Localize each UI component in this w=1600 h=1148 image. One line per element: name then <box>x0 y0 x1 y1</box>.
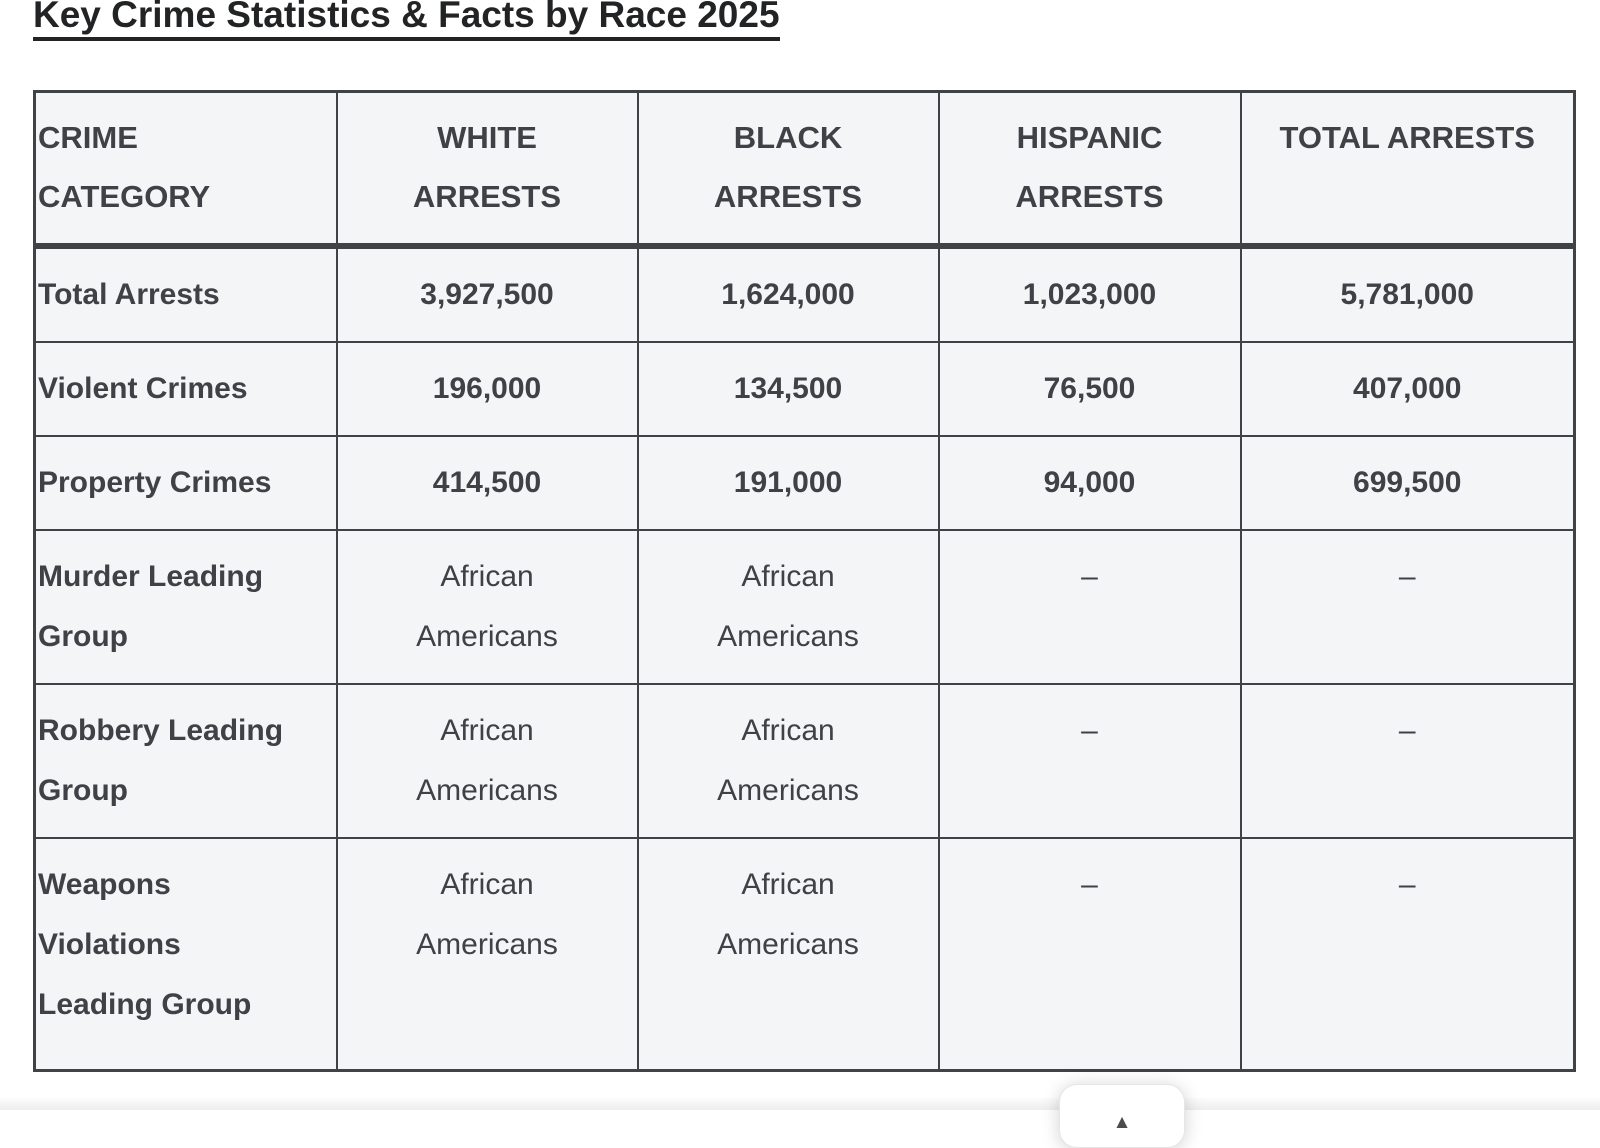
hispanic-arrests-cell: – <box>937 528 1242 685</box>
column-header-crime-category: CRIME CATEGORY <box>33 90 338 249</box>
white-arrests-cell: African Americans <box>335 528 639 685</box>
total-arrests-cell: 5,781,000 <box>1239 244 1576 343</box>
white-arrests-cell: African Americans <box>335 836 639 1072</box>
white-arrests-cell: 196,000 <box>335 340 639 437</box>
table-row-property-crimes: Property Crimes 414,500 191,000 94,000 6… <box>33 434 1576 531</box>
page-bottom-divider <box>0 1098 1600 1110</box>
total-arrests-cell: 407,000 <box>1239 340 1576 437</box>
column-header-hispanic-arrests: HISPANIC ARRESTS <box>937 90 1242 249</box>
column-header-total-arrests: TOTAL ARRESTS <box>1239 90 1576 249</box>
category-cell: Property Crimes <box>33 434 338 531</box>
black-arrests-cell: 134,500 <box>636 340 940 437</box>
category-cell: Robbery Leading Group <box>33 682 338 839</box>
total-arrests-cell: – <box>1239 528 1576 685</box>
category-cell: Total Arrests <box>33 244 338 343</box>
up-arrow-icon: ▲ <box>1112 1111 1132 1133</box>
scroll-to-top-button[interactable]: ▲ <box>1059 1084 1185 1148</box>
header-row: CRIME CATEGORY WHITE ARRESTS BLACK ARRES… <box>33 90 1576 249</box>
white-arrests-cell: 414,500 <box>335 434 639 531</box>
total-arrests-cell: 699,500 <box>1239 434 1576 531</box>
black-arrests-cell: African Americans <box>636 836 940 1072</box>
category-cell: Murder Leading Group <box>33 528 338 685</box>
hispanic-arrests-cell: – <box>937 836 1242 1072</box>
table-row-murder-leading-group: Murder Leading Group African Americans A… <box>33 528 1576 685</box>
black-arrests-cell: African Americans <box>636 528 940 685</box>
page-title: Key Crime Statistics & Facts by Race 202… <box>33 0 780 41</box>
table-row-weapons-violations-leading-group: Weapons Violations Leading Group African… <box>33 836 1576 1072</box>
hispanic-arrests-cell: 94,000 <box>937 434 1242 531</box>
page-title-text: Key Crime Statistics & Facts by Race 202… <box>33 0 780 41</box>
table-row-violent-crimes: Violent Crimes 196,000 134,500 76,500 40… <box>33 340 1576 437</box>
column-header-white-arrests: WHITE ARRESTS <box>335 90 639 249</box>
hispanic-arrests-cell: 1,023,000 <box>937 244 1242 343</box>
black-arrests-cell: 1,624,000 <box>636 244 940 343</box>
table-row-robbery-leading-group: Robbery Leading Group African Americans … <box>33 682 1576 839</box>
column-header-black-arrests: BLACK ARRESTS <box>636 90 940 249</box>
category-cell: Violent Crimes <box>33 340 338 437</box>
white-arrests-cell: 3,927,500 <box>335 244 639 343</box>
crime-stats-table: CRIME CATEGORY WHITE ARRESTS BLACK ARRES… <box>33 90 1576 1073</box>
hispanic-arrests-cell: 76,500 <box>937 340 1242 437</box>
black-arrests-cell: African Americans <box>636 682 940 839</box>
category-cell: Weapons Violations Leading Group <box>33 836 338 1072</box>
white-arrests-cell: African Americans <box>335 682 639 839</box>
hispanic-arrests-cell: – <box>937 682 1242 839</box>
total-arrests-cell: – <box>1239 682 1576 839</box>
black-arrests-cell: 191,000 <box>636 434 940 531</box>
total-arrests-cell: – <box>1239 836 1576 1072</box>
table-row-total-arrests: Total Arrests 3,927,500 1,624,000 1,023,… <box>33 244 1576 343</box>
